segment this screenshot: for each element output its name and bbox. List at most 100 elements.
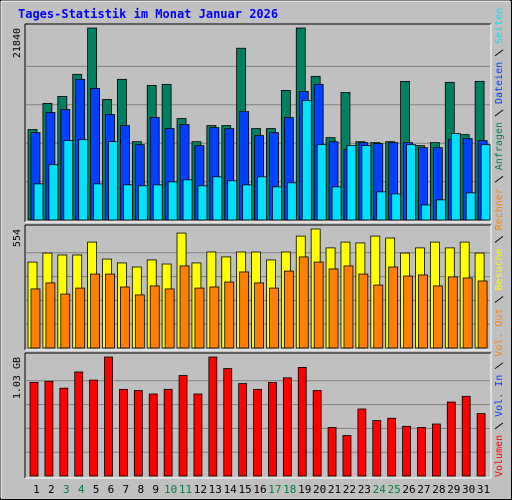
bar [164,288,175,349]
bar [253,388,262,477]
x-tick-label: 1 [33,483,40,496]
legend-separator [494,422,504,430]
legend-entry: Vol. In [494,375,505,417]
bar [391,193,402,221]
bar [238,383,248,477]
bar [224,281,235,349]
bar [272,186,282,221]
bar [465,192,476,221]
bar [120,286,130,349]
y-tick-label: 21840 [12,28,23,58]
bar [450,133,461,221]
bar [357,408,367,477]
bar [417,427,426,477]
bar [108,141,118,221]
y-tick-label: 554 [12,229,23,247]
legend-entry: Anfragen [494,122,505,170]
bar [432,285,443,349]
legend-entry: Seiten [494,8,505,44]
bar [316,144,327,221]
bar [406,144,416,221]
x-tick-label: 27 [417,483,430,496]
legend-separator [494,235,504,243]
bar [268,382,277,477]
bar [431,423,441,477]
bar [137,185,148,221]
bar [90,273,101,349]
bar [358,273,369,349]
bar [476,413,486,477]
bar [462,277,473,349]
x-tick-label: 18 [283,483,296,496]
x-tick-label: 7 [123,483,130,496]
bar [402,425,411,477]
x-tick-label: 28 [432,483,445,496]
bar [179,265,190,349]
bar [193,393,203,477]
x-tick-label: 9 [152,483,159,496]
bar [75,287,86,349]
y-tick-label: 1.03 GB [12,357,23,399]
x-tick-label: 13 [209,483,222,496]
legend-separator [494,175,504,183]
bar [282,377,292,477]
bar [178,375,188,477]
bar [301,100,312,221]
bar [149,285,160,349]
x-tick-label: 5 [93,483,100,496]
bar [446,401,456,477]
bar [403,275,413,349]
bar [447,276,458,349]
x-tick-label: 8 [137,483,144,496]
x-tick-label: 6 [108,483,115,496]
bar [227,180,238,221]
bar [89,379,99,477]
bar [373,284,384,349]
legend-entry: Vol. Out [494,309,505,357]
bar [78,139,89,221]
bar [134,294,145,349]
bar [123,184,133,221]
bar [283,270,294,349]
bar [239,271,250,349]
bar [257,176,267,221]
legend-separator [494,362,504,370]
x-tick-label: 24 [373,483,387,496]
bar [30,288,41,349]
bar [361,145,372,221]
bar [44,380,54,477]
bar [63,140,74,221]
bar [148,393,158,477]
bar [346,145,357,221]
bar [74,371,84,477]
bar [45,282,56,349]
bar [376,191,387,221]
bar [435,199,446,221]
bar [212,176,223,221]
legend-separator [494,49,504,57]
x-tick-label: 15 [238,483,251,496]
bar [93,183,104,221]
bar [480,144,491,221]
legend-separator [494,296,504,303]
x-tick-label: 19 [298,483,311,496]
x-tick-label: 12 [194,483,207,496]
bar [167,181,178,221]
x-tick-label: 29 [447,483,460,496]
bar [312,390,322,477]
x-tick-label: 20 [313,483,326,496]
x-tick-label: 2 [48,483,55,496]
bar [33,183,44,221]
x-tick-label: 21 [328,483,341,496]
bar [343,265,354,349]
bar [269,287,279,349]
legend-separator [494,109,504,117]
x-tick-label: 14 [224,483,238,496]
bar [328,268,339,349]
bar [208,356,218,477]
x-tick-label: 17 [268,483,281,496]
bar [254,282,264,349]
legend-entry: Rechner [494,188,505,230]
